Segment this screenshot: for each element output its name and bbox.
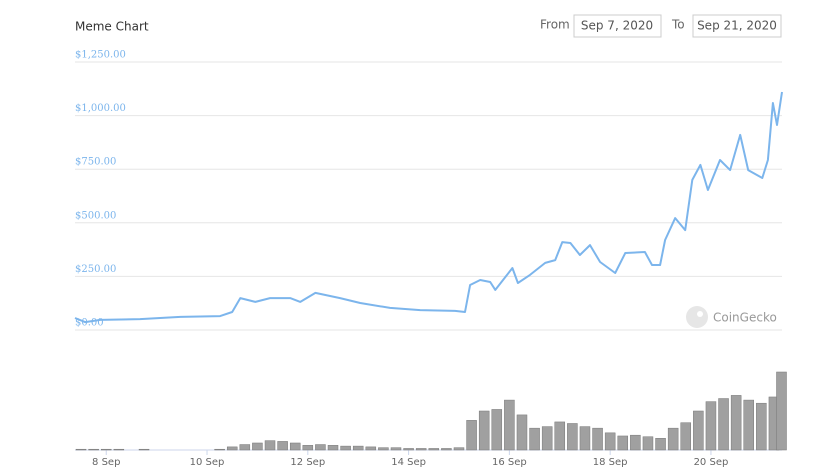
x-tick-label: 20 Sep <box>694 457 729 468</box>
y-tick-label: $500.00 <box>75 210 116 221</box>
volume-bar <box>630 434 641 451</box>
volume-bar <box>554 421 566 451</box>
volume-bar <box>466 420 477 451</box>
volume-bar <box>100 448 112 451</box>
volume-bar <box>214 448 225 451</box>
watermark-eye <box>697 311 703 317</box>
volume-bar <box>289 442 301 451</box>
volume-bar <box>478 410 490 451</box>
from-value[interactable]: Sep 7, 2020 <box>581 19 653 33</box>
volume-bar <box>390 447 402 451</box>
volume-bar <box>403 448 414 451</box>
volume-bar <box>302 445 314 451</box>
volume-bar <box>604 432 616 451</box>
volume-bar <box>365 446 377 451</box>
volume-bar <box>529 427 540 451</box>
x-tick-label: 10 Sep <box>190 457 225 468</box>
volume-bar <box>667 427 679 451</box>
volume-bar <box>239 444 251 451</box>
to-label: To <box>671 18 685 32</box>
y-tick-label: $750.00 <box>75 157 116 168</box>
volume-bar <box>113 448 125 451</box>
to-input[interactable] <box>692 14 782 38</box>
x-tick-label: 8 Sep <box>92 457 120 468</box>
volume-bar <box>441 448 452 451</box>
x-tick-label: 18 Sep <box>593 457 628 468</box>
volume-bar <box>453 447 465 451</box>
volume-bar <box>516 414 528 451</box>
volume-bar <box>315 444 326 451</box>
chart-title: Meme Chart <box>75 20 149 34</box>
volume-bar <box>541 426 553 451</box>
to-value[interactable]: Sep 21, 2020 <box>697 19 777 33</box>
volume-bar <box>680 422 692 451</box>
volume-bar <box>352 445 364 451</box>
y-tick-label: $250.00 <box>75 264 116 275</box>
volume-bar <box>327 445 339 451</box>
volume-bar <box>579 426 591 451</box>
volume-bar <box>88 448 99 451</box>
volume-bar <box>567 423 578 451</box>
watermark: CoinGecko <box>713 311 777 325</box>
volume-bar <box>415 448 427 451</box>
volume-bar <box>252 442 263 451</box>
price-line <box>74 91 783 324</box>
volume-bar <box>776 371 787 451</box>
from-label: From <box>540 18 570 32</box>
volume-bar <box>491 409 503 451</box>
volume-bar <box>378 447 389 451</box>
from-input[interactable] <box>573 14 662 38</box>
volume-bar <box>138 448 150 451</box>
y-tick-label: $0.00 <box>75 318 104 329</box>
y-tick-label: $1,000.00 <box>75 103 126 114</box>
volume-bar <box>428 448 440 451</box>
volume-bar <box>756 402 767 451</box>
volume-bar <box>705 401 717 451</box>
volume-bar <box>743 399 754 451</box>
volume-bar <box>642 436 654 451</box>
watermark-icon <box>686 306 708 328</box>
volume-bar <box>718 398 729 451</box>
volume-bar <box>655 438 666 451</box>
volume-bar <box>340 445 351 451</box>
volume-bar <box>264 440 276 451</box>
volume-bar <box>277 441 288 451</box>
volume-bar <box>226 446 238 451</box>
x-tick-label: 16 Sep <box>492 457 527 468</box>
x-tick-label: 12 Sep <box>290 457 325 468</box>
volume-bar <box>592 427 603 451</box>
volume-bar <box>75 448 87 451</box>
volume-bar <box>693 410 704 451</box>
y-tick-label: $1,250.00 <box>75 50 126 61</box>
volume-bar <box>617 435 629 451</box>
volume-bar <box>504 399 515 451</box>
volume-bar <box>730 395 742 451</box>
x-tick-label: 14 Sep <box>391 457 426 468</box>
